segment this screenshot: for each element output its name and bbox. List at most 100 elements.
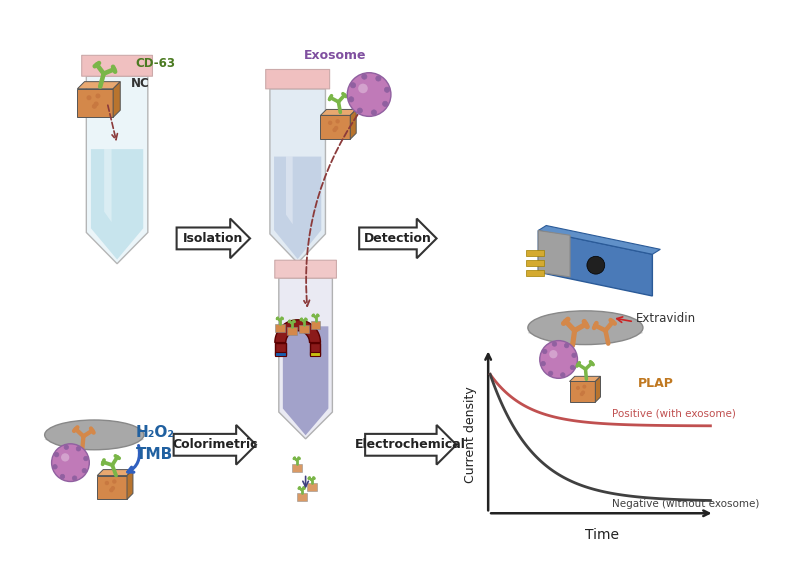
Circle shape (112, 487, 114, 490)
Ellipse shape (45, 420, 144, 449)
Circle shape (371, 110, 377, 115)
Polygon shape (91, 149, 143, 259)
Ellipse shape (527, 329, 643, 337)
Text: Detection: Detection (364, 232, 432, 245)
Polygon shape (310, 321, 321, 329)
Circle shape (336, 120, 339, 123)
Circle shape (76, 447, 81, 451)
Bar (527, 250, 544, 257)
Text: NC: NC (131, 76, 150, 90)
Circle shape (105, 482, 109, 484)
Polygon shape (105, 149, 112, 222)
Polygon shape (365, 425, 456, 465)
Polygon shape (570, 377, 600, 381)
Polygon shape (77, 82, 120, 89)
Polygon shape (286, 326, 297, 335)
Circle shape (577, 387, 579, 389)
Polygon shape (113, 82, 120, 117)
Polygon shape (306, 483, 317, 491)
Circle shape (582, 391, 584, 394)
Text: H₂O₂: H₂O₂ (136, 425, 175, 440)
Circle shape (541, 361, 545, 366)
Circle shape (361, 74, 367, 79)
Circle shape (84, 456, 89, 461)
Bar (527, 260, 544, 266)
Text: Current density: Current density (464, 387, 477, 483)
FancyBboxPatch shape (275, 260, 337, 278)
Circle shape (564, 343, 569, 348)
Ellipse shape (527, 311, 643, 345)
Bar (527, 270, 544, 276)
Bar (310, 343, 321, 355)
Text: Time: Time (585, 528, 619, 542)
Circle shape (571, 365, 575, 370)
Circle shape (347, 73, 391, 117)
Text: Colorimetric: Colorimetric (172, 438, 258, 451)
Text: Exosome: Exosome (304, 49, 366, 62)
Circle shape (587, 257, 605, 274)
Circle shape (385, 87, 389, 92)
FancyBboxPatch shape (266, 69, 330, 89)
Polygon shape (86, 76, 148, 264)
Polygon shape (350, 110, 356, 139)
Polygon shape (97, 469, 133, 476)
Bar (275, 343, 286, 355)
Circle shape (548, 371, 553, 375)
Polygon shape (297, 493, 306, 501)
Polygon shape (77, 89, 113, 117)
Polygon shape (321, 110, 356, 115)
Polygon shape (298, 325, 309, 333)
Circle shape (334, 127, 338, 129)
Polygon shape (97, 476, 127, 500)
Circle shape (350, 83, 356, 88)
Circle shape (53, 465, 57, 469)
Circle shape (60, 475, 65, 479)
Circle shape (64, 445, 69, 449)
Circle shape (329, 121, 332, 124)
Polygon shape (275, 324, 285, 332)
Polygon shape (570, 381, 595, 402)
Text: Isolation: Isolation (183, 232, 243, 245)
Circle shape (358, 108, 362, 113)
Polygon shape (282, 326, 328, 436)
Circle shape (54, 452, 59, 457)
Text: PLAP: PLAP (638, 377, 674, 390)
Bar (275, 352, 286, 356)
Circle shape (539, 340, 578, 378)
Ellipse shape (45, 436, 144, 443)
Text: Electrochemical: Electrochemical (355, 438, 466, 451)
Text: CD-63: CD-63 (135, 57, 175, 70)
Circle shape (110, 489, 113, 491)
Polygon shape (174, 425, 256, 465)
Circle shape (87, 96, 91, 100)
Text: Negative (without exosome): Negative (without exosome) (612, 499, 760, 509)
Polygon shape (292, 463, 302, 472)
Circle shape (560, 373, 565, 377)
Circle shape (94, 102, 98, 106)
Circle shape (552, 342, 557, 346)
Polygon shape (321, 115, 350, 139)
Polygon shape (127, 469, 133, 500)
Circle shape (82, 468, 87, 473)
Text: Positive (with exosome): Positive (with exosome) (612, 408, 737, 418)
Circle shape (96, 94, 100, 98)
Circle shape (93, 104, 96, 108)
Polygon shape (359, 219, 437, 258)
Bar (310, 352, 321, 356)
Polygon shape (275, 320, 321, 343)
Circle shape (52, 444, 89, 482)
Circle shape (543, 349, 547, 354)
Circle shape (358, 83, 368, 93)
Polygon shape (279, 278, 333, 439)
Polygon shape (539, 230, 570, 277)
Text: Extravidin: Extravidin (636, 312, 696, 325)
Circle shape (333, 128, 336, 131)
Polygon shape (539, 226, 660, 254)
Polygon shape (539, 230, 653, 296)
Circle shape (382, 101, 388, 107)
Circle shape (61, 453, 69, 462)
Circle shape (549, 350, 558, 359)
Circle shape (583, 385, 586, 388)
Polygon shape (595, 377, 600, 402)
Circle shape (349, 97, 354, 102)
